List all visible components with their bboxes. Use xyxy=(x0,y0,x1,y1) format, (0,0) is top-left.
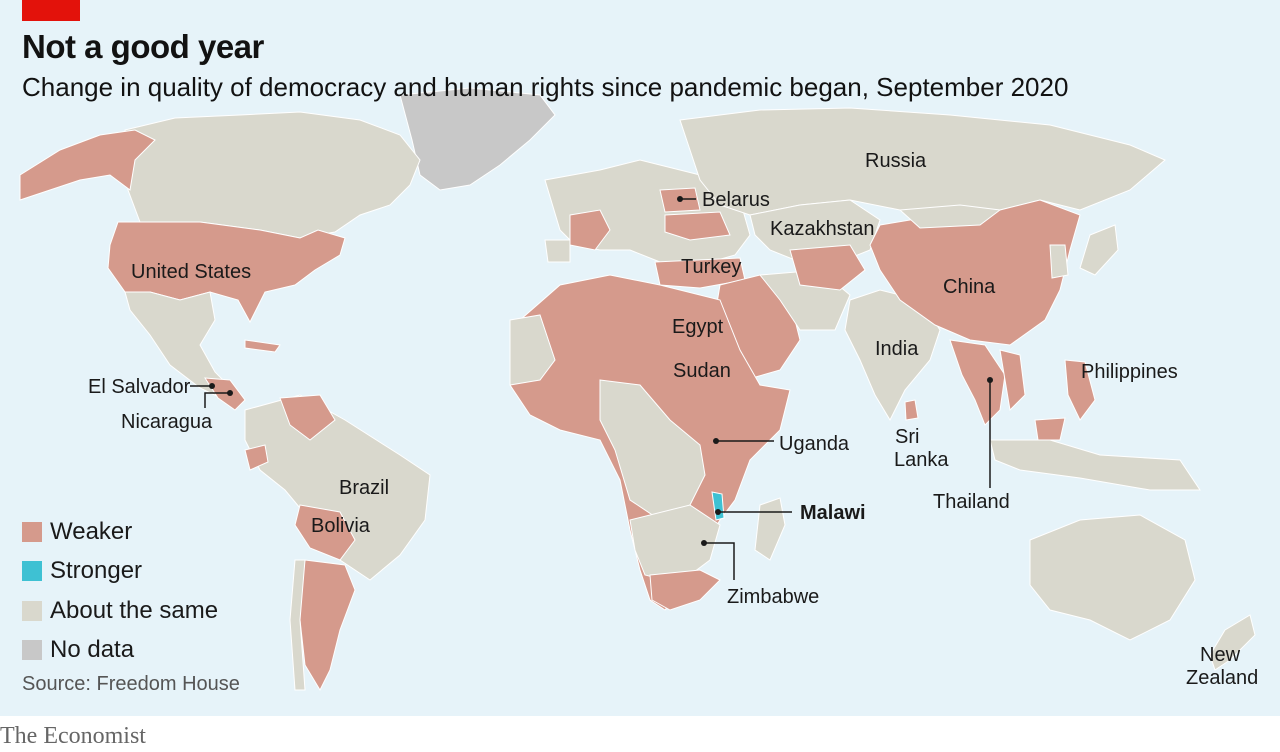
label-thailand: Thailand xyxy=(933,491,1010,513)
source-note: Source: Freedom House xyxy=(22,673,240,695)
pakistan-region xyxy=(789,244,866,291)
japan xyxy=(1079,224,1119,276)
spain xyxy=(544,239,571,263)
label-lanka: Lanka xyxy=(894,449,949,471)
nicaragua-leader xyxy=(204,392,230,408)
label-united-states: United States xyxy=(131,261,251,283)
uganda-dot xyxy=(713,438,719,444)
new-zealand xyxy=(1209,614,1256,671)
legend-label: Weaker xyxy=(50,517,133,545)
bolivia xyxy=(294,504,356,561)
label-sudan: Sudan xyxy=(673,360,731,382)
label-india: India xyxy=(875,338,919,360)
china xyxy=(869,199,1081,346)
map-panel: Russia Belarus Kazakhstan Turkey China U… xyxy=(0,0,1280,716)
legend-swatch xyxy=(22,561,42,582)
thailand-dot xyxy=(987,377,993,383)
argentina xyxy=(299,559,356,692)
malawi-dot xyxy=(715,509,721,515)
venezuela xyxy=(279,394,336,441)
nicaragua-dot xyxy=(227,390,233,396)
label-zealand: Zealand xyxy=(1186,667,1258,689)
label-belarus: Belarus xyxy=(702,189,770,211)
belarus-dot xyxy=(677,196,683,202)
central-america xyxy=(204,377,246,411)
label-malawi: Malawi xyxy=(800,502,866,524)
south-america-north xyxy=(244,394,431,581)
label-egypt: Egypt xyxy=(672,316,724,338)
australia xyxy=(1029,514,1196,641)
label-kazakhstan: Kazakhstan xyxy=(770,218,875,240)
label-el-salvador: El Salvador xyxy=(88,376,191,398)
label-brazil: Brazil xyxy=(339,477,389,499)
myanmar-thailand xyxy=(949,339,1006,426)
malawi xyxy=(711,491,725,521)
alaska xyxy=(19,129,156,201)
label-bolivia: Bolivia xyxy=(311,515,371,537)
canada xyxy=(124,111,421,239)
economist-red-tag xyxy=(22,0,80,21)
legend-item-same: About the same xyxy=(22,591,218,631)
malaysia-indonesia xyxy=(989,439,1201,491)
greenland xyxy=(399,87,556,191)
label-zimbabwe: Zimbabwe xyxy=(727,586,819,608)
west-africa xyxy=(509,314,556,386)
vietnam xyxy=(999,349,1026,412)
legend-swatch xyxy=(22,521,42,542)
label-russia: Russia xyxy=(865,150,927,172)
legend-label: No data xyxy=(50,636,135,664)
korea xyxy=(1049,244,1069,279)
legend-item-nodata: No data xyxy=(22,631,218,671)
publisher-footer: The Economist xyxy=(0,723,146,749)
legend-swatch xyxy=(22,600,42,621)
legend: Weaker Stronger About the same No data xyxy=(22,512,218,670)
legend-label: About the same xyxy=(50,596,219,624)
cuba xyxy=(244,339,281,353)
legend-item-weaker: Weaker xyxy=(22,512,218,552)
world-map: Russia Belarus Kazakhstan Turkey China U… xyxy=(19,87,1258,692)
zimbabwe-dot xyxy=(701,540,707,546)
label-philippines: Philippines xyxy=(1081,361,1178,383)
label-sri: Sri xyxy=(895,426,919,448)
borneo-north xyxy=(1034,417,1066,441)
chile xyxy=(289,559,306,691)
el-salvador-dot xyxy=(209,383,215,389)
legend-item-stronger: Stronger xyxy=(22,552,218,592)
label-new: New xyxy=(1200,644,1241,666)
ecuador xyxy=(244,444,269,471)
label-uganda: Uganda xyxy=(779,433,850,455)
legend-swatch xyxy=(22,640,42,661)
ukraine xyxy=(664,211,731,241)
legend-label: Stronger xyxy=(50,557,143,585)
label-turkey: Turkey xyxy=(681,256,741,278)
chart-subtitle: Change in quality of democracy and human… xyxy=(22,72,1069,102)
label-nicaragua: Nicaragua xyxy=(121,411,213,433)
sri-lanka xyxy=(904,399,919,421)
label-china: China xyxy=(943,276,996,298)
chart-title: Not a good year xyxy=(22,28,264,65)
madagascar xyxy=(754,497,786,561)
philippines xyxy=(1064,359,1096,421)
zimbabwe-leader xyxy=(704,542,735,580)
south-africa xyxy=(649,569,721,611)
mongolia xyxy=(898,204,1002,229)
